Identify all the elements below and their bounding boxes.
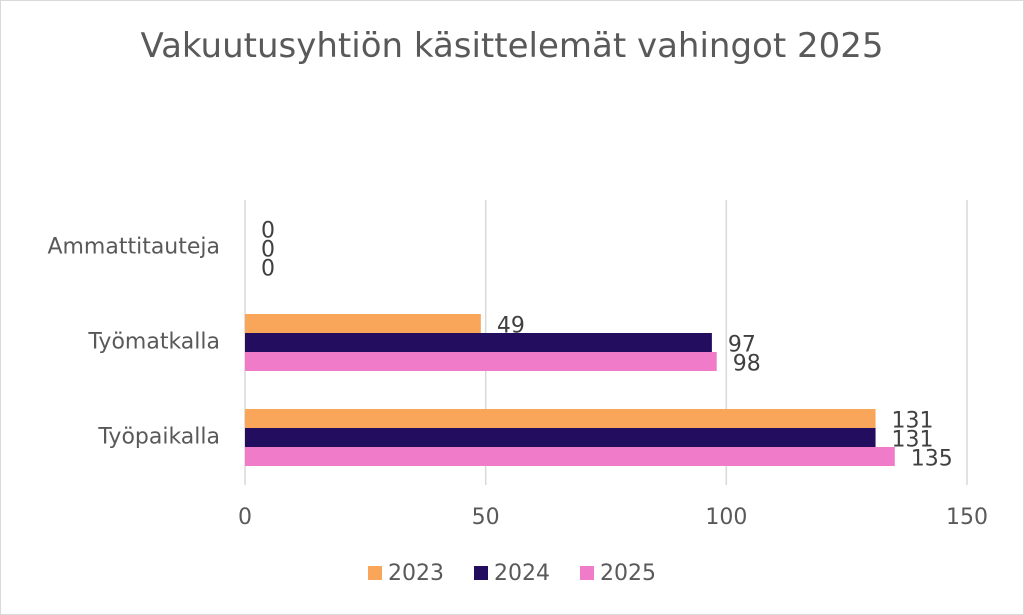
value-label: 131 [892,428,934,453]
bar [245,428,876,447]
bar [245,333,712,352]
legend-swatch [580,566,594,580]
legend-label: 2023 [388,561,444,586]
chart-title: Vakuutusyhtiön käsittelemät vahingot 202… [140,26,884,66]
value-label: 135 [911,447,953,472]
value-label: 0 [261,238,275,263]
y-tick-label: Työpaikalla [97,425,220,450]
x-tick-label: 100 [705,505,747,530]
bar [245,314,481,333]
x-tick-label: 150 [946,505,988,530]
value-label: 97 [728,333,756,358]
y-tick-label: Ammattitauteja [47,235,220,260]
bar [245,447,895,466]
value-label: 0 [261,219,275,244]
value-label: 0 [261,257,275,282]
legend-label: 2025 [600,561,656,586]
bar [245,409,876,428]
legend-label: 2024 [494,561,550,586]
y-tick-label: Työmatkalla [87,330,220,355]
x-tick-label: 0 [238,505,252,530]
value-label: 98 [733,352,761,377]
legend-swatch [368,566,382,580]
x-tick-label: 50 [472,505,500,530]
legend-swatch [474,566,488,580]
value-label: 131 [892,409,934,434]
bar [245,352,717,371]
